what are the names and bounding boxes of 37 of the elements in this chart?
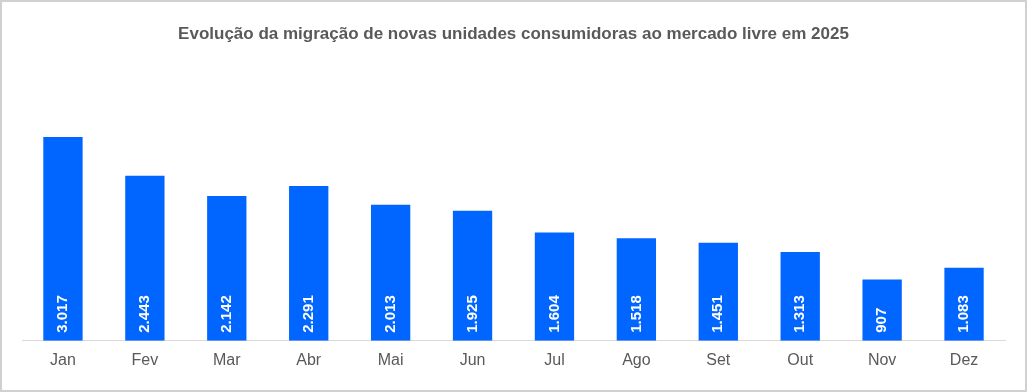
- bar: [43, 137, 83, 341]
- data-label: 1.518: [626, 295, 644, 333]
- chart-title: Evolução da migração de novas unidades consumidoras ao mercado livre em 2025: [178, 23, 849, 43]
- x-tick-label: Ago: [622, 350, 651, 368]
- data-label: 2.291: [298, 295, 316, 333]
- bar: [370, 204, 411, 341]
- bar: [944, 267, 984, 341]
- data-label: 2.142: [216, 295, 234, 333]
- x-tick-label: Jan: [50, 350, 76, 368]
- x-tick-label: Abr: [296, 350, 322, 368]
- bar: [289, 186, 329, 341]
- x-tick-label: Jun: [459, 350, 486, 368]
- bar: [207, 196, 247, 341]
- data-label: 1.451: [708, 295, 726, 333]
- x-tick-label: Fev: [131, 350, 159, 368]
- x-tick-label: Mai: [377, 350, 404, 368]
- data-label: 2.013: [380, 295, 398, 333]
- bar: [452, 210, 493, 341]
- data-label: 1.925: [462, 295, 480, 333]
- x-tick-label: Dez: [949, 350, 979, 368]
- x-tick-label: Nov: [867, 350, 897, 368]
- x-tick-label: Jul: [544, 350, 565, 368]
- bar: [698, 242, 738, 341]
- x-tick-label: Set: [706, 350, 731, 368]
- x-tick-label: Mar: [213, 350, 242, 368]
- bar: [534, 232, 575, 341]
- bar: [862, 279, 902, 341]
- data-label: 1.313: [790, 295, 808, 333]
- data-label: 2.443: [135, 295, 153, 333]
- data-label: 907: [872, 307, 890, 333]
- data-label: 1.083: [954, 295, 972, 333]
- bar: [780, 252, 820, 341]
- bar: [125, 175, 165, 341]
- x-tick-label: Out: [787, 350, 814, 368]
- bar: [616, 238, 657, 341]
- data-label: 3.017: [53, 295, 71, 333]
- data-label: 1.604: [544, 294, 562, 333]
